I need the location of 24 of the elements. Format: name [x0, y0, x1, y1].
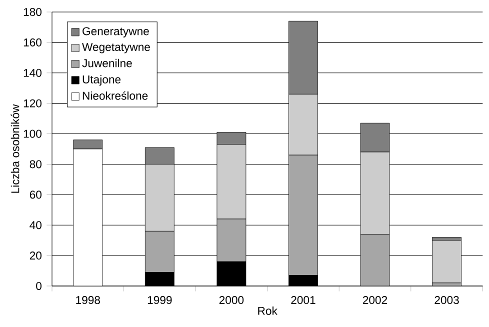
y-tick-label: 120 — [24, 99, 42, 108]
y-tick-label: 60 — [30, 190, 42, 199]
legend-label: Juwenilne — [82, 58, 132, 68]
legend-label: Nieokreślone — [82, 91, 148, 100]
bar — [432, 240, 462, 284]
y-tick-label: 20 — [30, 252, 42, 260]
y-tick-label: 180 — [24, 8, 42, 16]
y-tick-label: 40 — [30, 221, 42, 230]
legend-label: Utajone — [82, 75, 121, 86]
x-tick-label: 2002 — [362, 296, 388, 304]
x-tick-label: 2000 — [219, 296, 244, 304]
y-tick-label: 160 — [24, 38, 42, 46]
legend-label: Generatywne — [82, 27, 149, 38]
y-axis-title: Liczba osobników — [10, 104, 20, 193]
x-tick-label: 1998 — [76, 296, 100, 304]
y-tick-label: 140 — [24, 68, 42, 77]
x-tick-label: 2003 — [434, 296, 459, 304]
x-axis-title: Rok — [258, 306, 278, 315]
legend-label: Wegetatywne — [82, 43, 150, 54]
x-tick-label: 1999 — [148, 296, 172, 304]
y-tick-label: 0 — [36, 282, 42, 290]
y-tick-label: 100 — [24, 130, 42, 138]
x-tick-label: 2001 — [291, 296, 316, 304]
y-tick-label: 80 — [30, 160, 42, 168]
